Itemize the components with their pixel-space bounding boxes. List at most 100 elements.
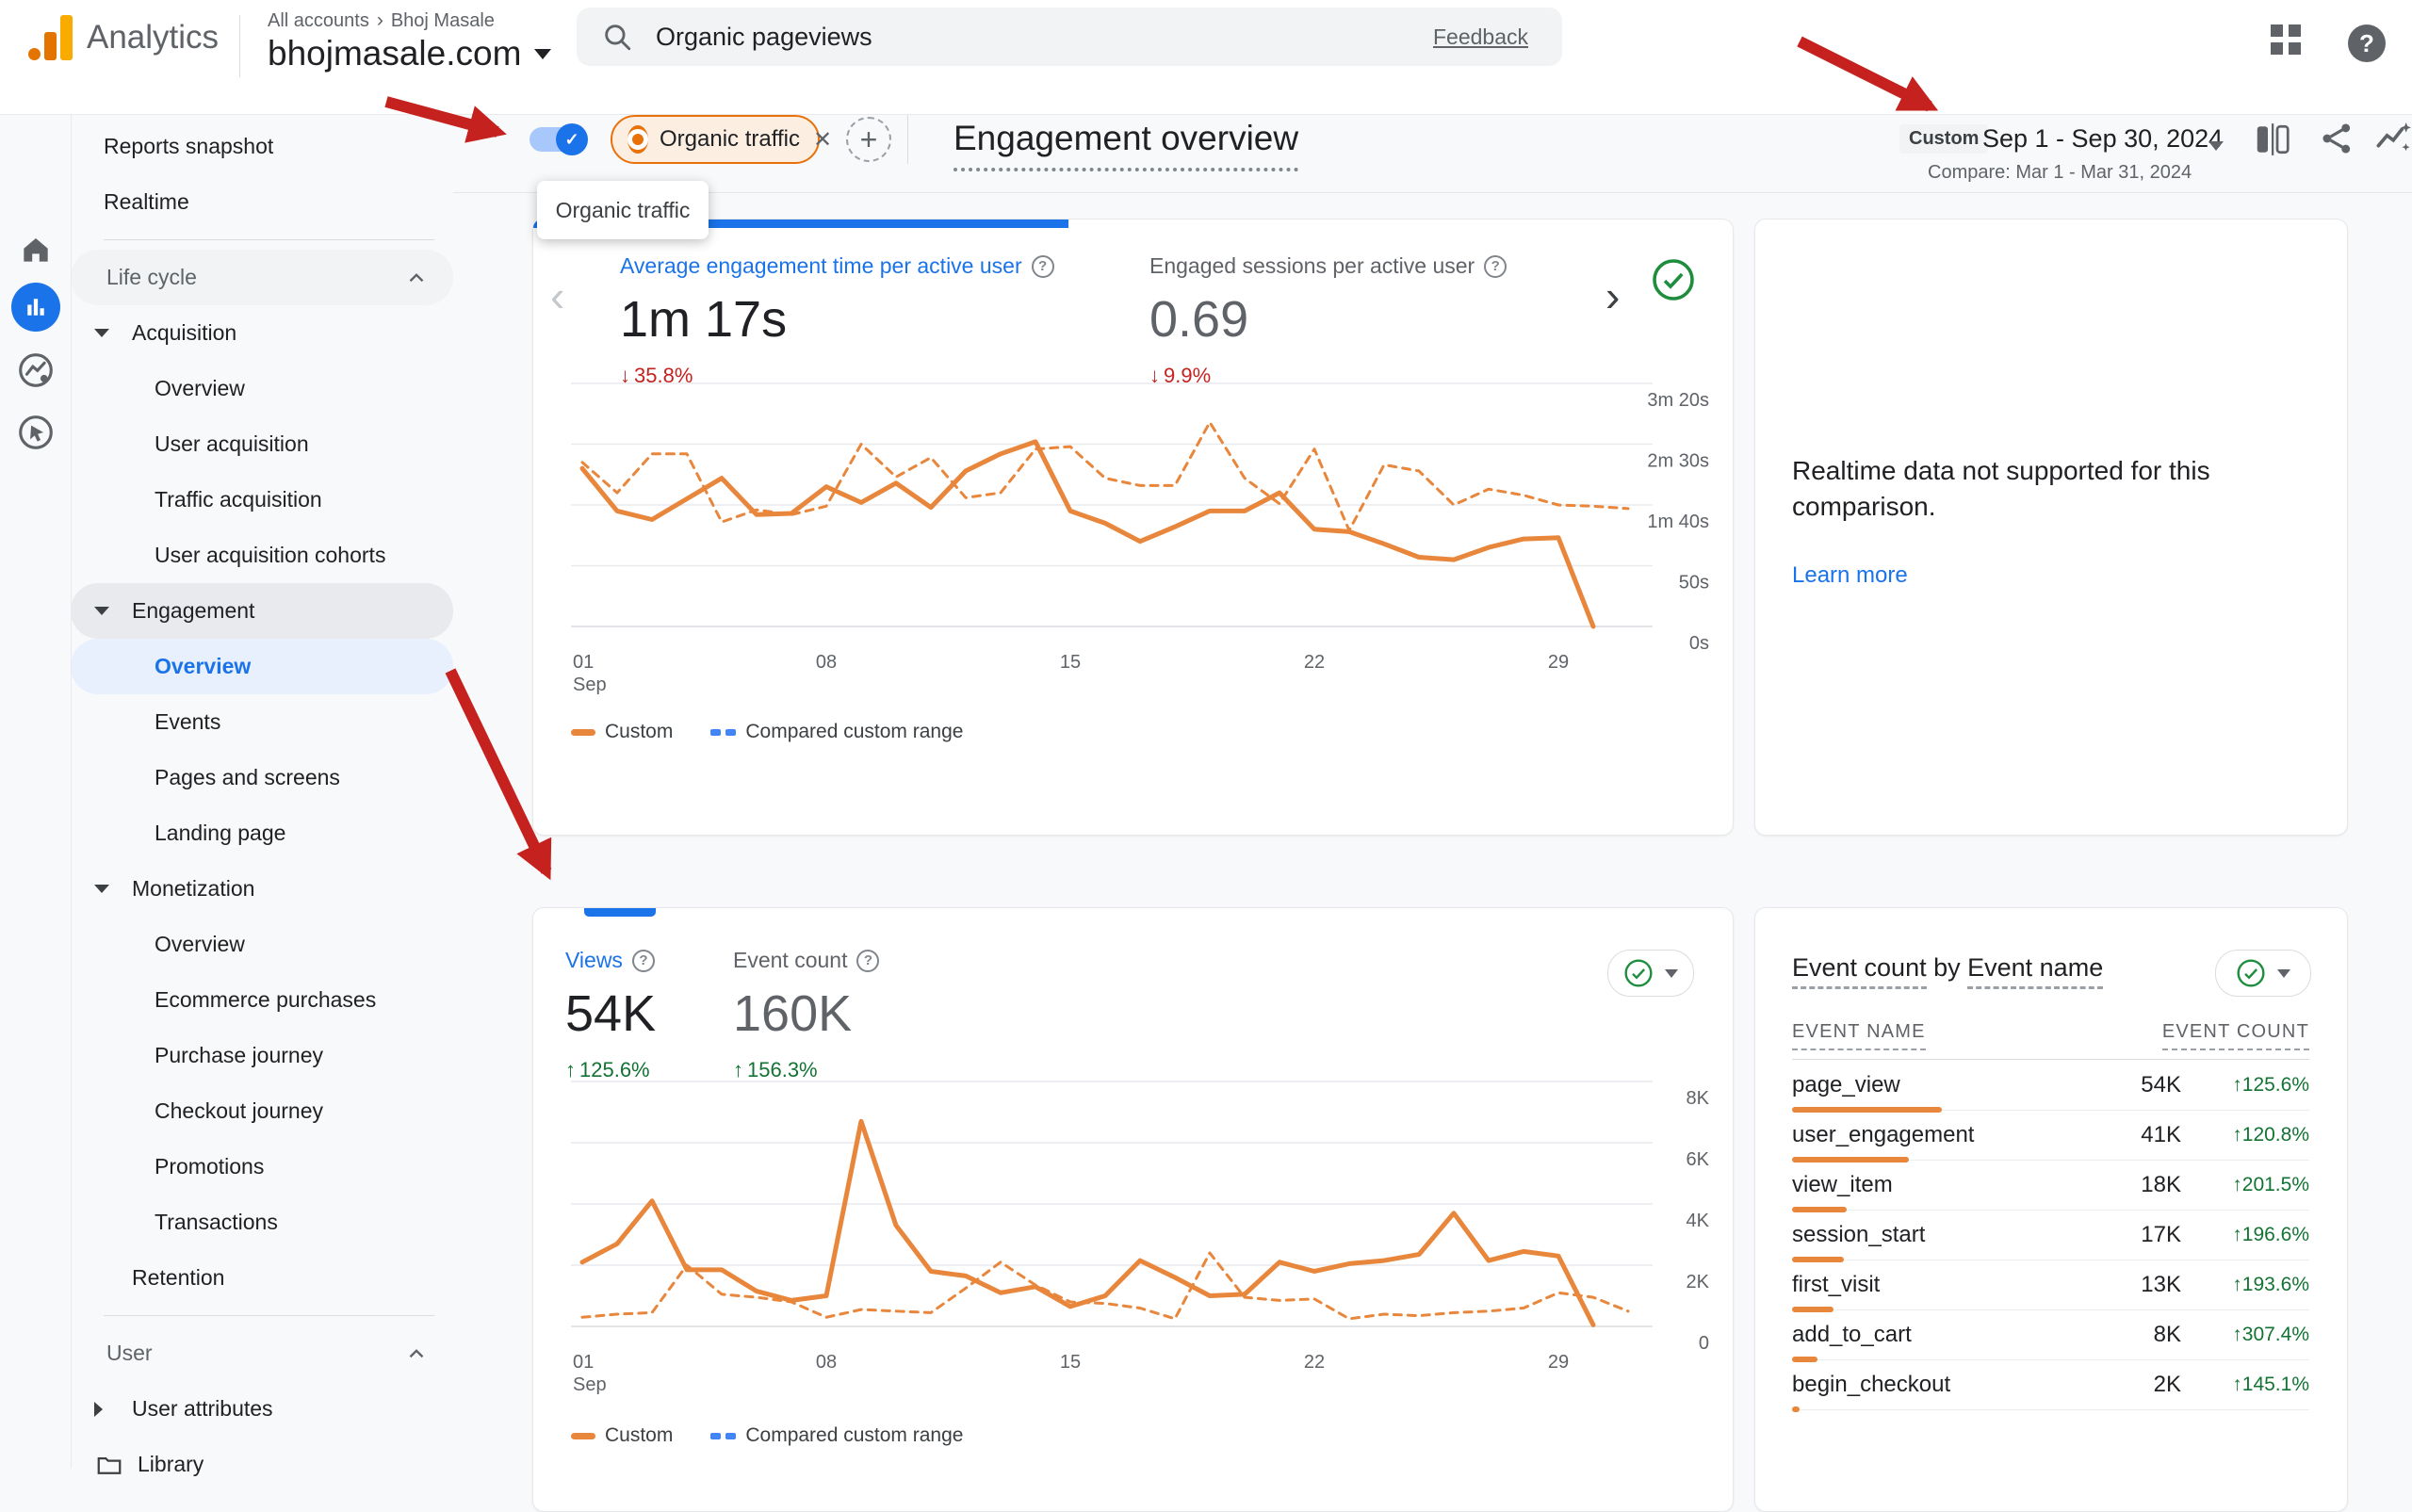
data-quality-dropdown[interactable] [2215, 950, 2311, 997]
trend-up-icon: ↑ [2232, 1274, 2242, 1295]
metric-label[interactable]: Views [565, 948, 623, 972]
rail-explore-button[interactable] [0, 350, 71, 390]
rail-advertising-button[interactable] [0, 413, 71, 452]
close-icon[interactable]: ✕ [812, 126, 833, 153]
sidebar-section-label: User [106, 1341, 153, 1365]
legend-item-compared-custom-range: Compared custom range [710, 1424, 963, 1447]
comparison-chip[interactable]: Organic traffic ✕ [611, 115, 832, 164]
share-button[interactable] [2320, 121, 2355, 161]
edit-comparison-button[interactable] [2254, 121, 2291, 163]
learn-more-link[interactable]: Learn more [1792, 562, 1908, 588]
sidebar-item-overview[interactable]: Overview [71, 639, 453, 694]
breadcrumb-property[interactable]: Bhoj Masale [390, 10, 495, 31]
page-title: Engagement overview [953, 119, 1299, 171]
sidebar-item-reports-snapshot[interactable]: Reports snapshot [71, 119, 453, 174]
event-change: ↑120.8% [2181, 1124, 2309, 1146]
legend-solid-swatch [571, 728, 595, 736]
feedback-link[interactable]: Feedback [1432, 24, 1528, 49]
event-count: 2K [2153, 1372, 2181, 1397]
search-icon [605, 24, 631, 51]
metric-label[interactable]: Event count [733, 948, 848, 972]
metric-change-value: 125.6% [579, 1058, 650, 1081]
legend-label: Compared custom range [745, 1424, 964, 1446]
sidebar-item-pages-and-screens[interactable]: Pages and screens [71, 750, 453, 805]
expand-down-icon[interactable] [94, 885, 132, 893]
sidebar-item-transactions[interactable]: Transactions [71, 1195, 453, 1250]
table-row-begin-checkout: begin_checkout 2K ↑145.1% [1792, 1360, 2309, 1412]
metrics-prev-button[interactable]: ‹ [550, 271, 565, 320]
help-icon[interactable]: ? [2348, 24, 2386, 62]
event-change: ↑125.6% [2181, 1074, 2309, 1097]
sidebar-item-ecommerce-purchases[interactable]: Ecommerce purchases [71, 972, 453, 1028]
metric-label[interactable]: Engaged sessions per active user [1149, 253, 1475, 278]
svg-text:2K: 2K [1687, 1272, 1710, 1293]
event-name: view_item [1792, 1172, 1893, 1197]
nav-rail [0, 115, 72, 1469]
metrics-next-button[interactable]: › [1605, 271, 1621, 320]
metric-engaged-sessions-per-active-user: Engaged sessions per active user? 0.69 ↓ 9.… [1149, 253, 1508, 388]
legend-label: Compared custom range [745, 721, 964, 742]
sidebar-item-acquisition[interactable]: Acquisition [71, 305, 453, 361]
expand-down-icon[interactable] [94, 329, 132, 337]
event-count-term[interactable]: Event count [1792, 953, 1927, 989]
sidebar-item-user-acquisition[interactable]: User acquisition [71, 416, 453, 472]
sidebar-nav: Reports snapshot Realtime Life cycle Acquis… [71, 119, 453, 1492]
sidebar-item-label: Transactions [155, 1210, 278, 1234]
sidebar-item-library[interactable]: Library [71, 1437, 453, 1492]
data-quality-button[interactable] [1651, 257, 1696, 302]
sidebar-item-realtime[interactable]: Realtime [71, 174, 453, 230]
metric-help-icon[interactable]: ? [631, 949, 655, 972]
rail-reports-button[interactable] [0, 283, 71, 332]
expand-down-icon[interactable] [94, 607, 132, 615]
property-selector[interactable]: bhojmasale.com [268, 34, 552, 73]
sidebar-item-traffic-acquisition[interactable]: Traffic acquisition [71, 472, 453, 528]
data-quality-dropdown[interactable] [1607, 950, 1694, 997]
metric-views: Views? 54K ↑ 125.6% [565, 948, 656, 1082]
legend-dashed-swatch [710, 1432, 737, 1439]
sidebar-section-life-cycle[interactable]: Life cycle [71, 250, 453, 305]
sidebar-item-promotions[interactable]: Promotions [71, 1139, 453, 1195]
event-name-term[interactable]: Event name [1967, 953, 2104, 989]
sidebar-item-retention[interactable]: Retention [71, 1250, 453, 1306]
trend-down-icon: ↓ [620, 364, 630, 387]
date-range-selector[interactable]: Sep 1 - Sep 30, 2024 [1982, 124, 2224, 153]
sidebar-item-user-acquisition-cohorts[interactable]: User acquisition cohorts [71, 528, 453, 583]
svg-text:22: 22 [1304, 652, 1325, 673]
sidebar-item-checkout-journey[interactable]: Checkout journey [71, 1083, 453, 1139]
sidebar-item-label: Overview [155, 376, 245, 400]
search-input[interactable] [654, 21, 1433, 53]
metric-help-icon[interactable]: ? [856, 949, 880, 972]
breadcrumb-account[interactable]: All accounts [268, 10, 369, 31]
expand-right-icon[interactable] [94, 1402, 132, 1417]
realtime-message: Realtime data not supported for this com… [1792, 456, 2210, 521]
event-change-value: 201.5% [2241, 1174, 2309, 1195]
metric-label[interactable]: Average engagement time per active user [620, 253, 1022, 278]
sidebar-item-user-attributes[interactable]: User attributes [71, 1381, 453, 1437]
event-name: session_start [1792, 1222, 1926, 1247]
sidebar-item-purchase-journey[interactable]: Purchase journey [71, 1028, 453, 1083]
sidebar-item-overview[interactable]: Overview [71, 361, 453, 416]
sidebar-item-events[interactable]: Events [71, 694, 453, 750]
add-comparison-button[interactable]: + [846, 117, 891, 162]
metric-change: ↑ 125.6% [565, 1058, 656, 1082]
metric-help-icon[interactable]: ? [1031, 254, 1054, 278]
insights-button[interactable] [2374, 121, 2412, 163]
search-bar[interactable]: Feedback [577, 8, 1562, 66]
svg-text:15: 15 [1060, 652, 1081, 673]
sidebar-item-landing-page[interactable]: Landing page [71, 805, 453, 861]
chevron-down-icon[interactable] [2208, 141, 2224, 151]
sidebar-item-monetization[interactable]: Monetization [71, 861, 453, 917]
sidebar-section-user[interactable]: User [71, 1325, 453, 1381]
rail-home-button[interactable] [0, 232, 71, 268]
metric-help-icon[interactable]: ? [1484, 254, 1508, 278]
sidebar-item-overview[interactable]: Overview [71, 917, 453, 972]
analytics-logo[interactable] [28, 15, 75, 60]
sidebar-item-label: User attributes [132, 1396, 273, 1421]
event-count: 8K [2153, 1322, 2181, 1347]
product-name[interactable]: Analytics [87, 19, 220, 56]
sidebar-item-engagement[interactable]: Engagement [71, 583, 453, 639]
comparison-toggle[interactable]: ✓ [530, 123, 588, 155]
event-change-value: 193.6% [2241, 1274, 2309, 1295]
logo-dot [28, 48, 41, 60]
apps-grid-icon[interactable] [2271, 24, 2302, 55]
